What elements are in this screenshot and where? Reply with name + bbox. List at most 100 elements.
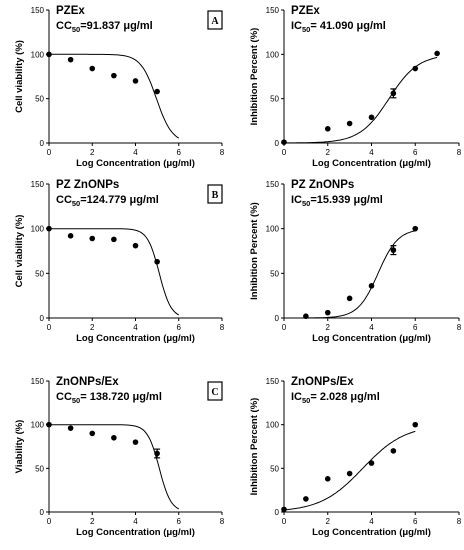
panel-title: ZnONPs/Ex bbox=[56, 376, 119, 388]
y-tick-label: 150 bbox=[31, 6, 45, 15]
x-tick-label: 4 bbox=[369, 148, 374, 157]
x-tick-label: 2 bbox=[90, 148, 95, 157]
x-tick-label: 6 bbox=[413, 517, 418, 526]
data-point bbox=[324, 126, 331, 132]
data-point bbox=[46, 225, 52, 232]
y-axis-label: Inhibition Percent (%) bbox=[249, 398, 260, 496]
data-point bbox=[346, 120, 353, 127]
x-tick-label: 2 bbox=[326, 148, 331, 157]
metric-label: CC50= 138.720 μg/ml bbox=[56, 391, 162, 405]
data-point bbox=[89, 235, 96, 242]
x-tick-label: 2 bbox=[326, 517, 331, 526]
y-tick-label: 50 bbox=[270, 269, 279, 278]
fit-curve bbox=[283, 430, 416, 511]
metric-symbol: CC bbox=[56, 194, 72, 206]
data-point bbox=[67, 233, 74, 239]
x-tick-label: 8 bbox=[457, 323, 462, 332]
y-tick-label: 50 bbox=[270, 95, 279, 104]
fit-curve bbox=[49, 228, 180, 316]
y-tick-label: 100 bbox=[266, 50, 280, 59]
y-tick-label: 100 bbox=[31, 225, 45, 234]
y-tick-label: 150 bbox=[266, 180, 280, 189]
panel-5: 0 2 4 6 8 0 50 100 150 Log Concentration (μg/ml) V… bbox=[14, 376, 225, 538]
data-point bbox=[412, 421, 419, 428]
metric-subscript: 50 bbox=[72, 199, 80, 208]
x-tick-label: 8 bbox=[457, 517, 462, 526]
metric-label: CC50=124.779 μg/ml bbox=[56, 194, 159, 208]
data-point bbox=[46, 51, 52, 58]
data-point bbox=[390, 448, 397, 454]
data-point bbox=[154, 88, 160, 95]
y-axis-label: Viability (%) bbox=[14, 420, 25, 474]
y-tick-label: 50 bbox=[35, 95, 44, 104]
data-point bbox=[132, 242, 139, 249]
panel-badge bbox=[207, 381, 223, 401]
data-point bbox=[368, 114, 375, 121]
x-tick-label: 6 bbox=[413, 148, 418, 157]
x-axis-label: Log Concentration (μg/ml) bbox=[76, 333, 195, 344]
x-tick-label: 6 bbox=[177, 148, 182, 157]
data-point bbox=[390, 247, 397, 253]
metric-value: = 138.720 μg/ml bbox=[80, 391, 162, 403]
fit-curve bbox=[305, 230, 416, 319]
panel-badge-letter: A bbox=[211, 16, 219, 27]
y-tick-label: 150 bbox=[31, 180, 45, 189]
data-point bbox=[46, 421, 52, 428]
y-tick-label: 50 bbox=[35, 464, 44, 473]
data-point bbox=[346, 470, 353, 477]
y-axis-label: Cell viability (%) bbox=[14, 40, 25, 113]
x-tick-label: 6 bbox=[177, 517, 182, 526]
data-point bbox=[412, 225, 419, 232]
y-tick-label: 150 bbox=[266, 6, 280, 15]
data-point bbox=[132, 439, 139, 445]
metric-label: CC50=91.837 μg/ml bbox=[56, 20, 153, 34]
x-tick-label: 0 bbox=[282, 148, 287, 157]
metric-subscript: 50 bbox=[302, 25, 310, 34]
metric-subscript: 50 bbox=[72, 25, 80, 34]
panel-badge-letter: B bbox=[212, 190, 219, 201]
panel-3: 0 2 4 6 8 0 50 100 150 Log Concentration (μg/ml) C… bbox=[14, 179, 225, 344]
data-point bbox=[303, 496, 309, 502]
panel-6: 0 2 4 6 8 0 50 100 150 Log Concentration (μg/ml) I… bbox=[249, 376, 462, 538]
data-point bbox=[154, 450, 160, 457]
x-tick-label: 0 bbox=[282, 517, 287, 526]
data-point bbox=[132, 78, 139, 84]
y-tick-label: 0 bbox=[40, 139, 45, 148]
fit-curve bbox=[49, 424, 180, 510]
fit-curve bbox=[49, 53, 180, 139]
metric-subscript: 50 bbox=[302, 396, 310, 405]
x-tick-label: 2 bbox=[90, 323, 95, 332]
panel-title: PZEx bbox=[56, 5, 85, 17]
x-axis-label: Log Concentration (μg/ml) bbox=[76, 527, 195, 538]
y-tick-label: 100 bbox=[31, 421, 45, 430]
metric-value: =15.939 μg/ml bbox=[310, 194, 382, 206]
data-point bbox=[111, 72, 117, 79]
metric-symbol: IC bbox=[291, 391, 302, 403]
metric-label: IC50=15.939 μg/ml bbox=[291, 194, 383, 208]
x-tick-label: 4 bbox=[369, 323, 374, 332]
metric-label: IC50= 2.028 μg/ml bbox=[291, 391, 380, 405]
y-tick-label: 50 bbox=[35, 269, 44, 278]
data-point bbox=[324, 309, 331, 316]
metric-value: = 41.090 μg/ml bbox=[310, 20, 386, 32]
data-point bbox=[89, 65, 96, 72]
data-point bbox=[390, 90, 397, 97]
panel-badge bbox=[207, 10, 223, 30]
panel-badge bbox=[207, 184, 223, 204]
x-axis-label: Log Concentration (μg/ml) bbox=[312, 333, 431, 344]
x-tick-label: 4 bbox=[369, 517, 374, 526]
y-tick-label: 150 bbox=[31, 377, 45, 386]
x-tick-label: 8 bbox=[220, 323, 225, 332]
panel-2: 0 2 4 6 8 0 50 100 150 Log Concentration (μg/ml) I… bbox=[249, 5, 462, 169]
x-tick-label: 0 bbox=[47, 148, 52, 157]
metric-label: IC50= 41.090 μg/ml bbox=[291, 20, 386, 34]
data-point bbox=[154, 258, 160, 265]
x-tick-label: 8 bbox=[220, 148, 225, 157]
data-point bbox=[368, 283, 375, 289]
x-tick-label: 4 bbox=[133, 517, 138, 526]
y-axis-label: Inhibition Percent (%) bbox=[249, 202, 260, 300]
x-tick-label: 0 bbox=[47, 517, 52, 526]
y-tick-label: 100 bbox=[266, 421, 280, 430]
metric-value: = 2.028 μg/ml bbox=[310, 391, 379, 403]
data-point bbox=[434, 50, 440, 57]
